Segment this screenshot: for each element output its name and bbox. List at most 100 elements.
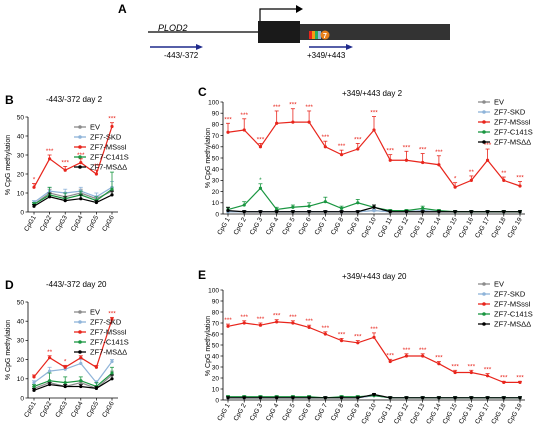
x-tick-label: CpG 16 bbox=[458, 216, 475, 239]
legend-marker bbox=[482, 312, 486, 316]
data-point bbox=[291, 396, 295, 400]
data-point bbox=[421, 354, 425, 358]
significance-label: ** bbox=[469, 169, 475, 176]
data-point bbox=[242, 396, 246, 400]
significance-label: *** bbox=[370, 110, 378, 117]
data-point bbox=[469, 178, 473, 182]
data-point bbox=[339, 210, 344, 214]
data-point bbox=[518, 184, 522, 188]
data-point bbox=[485, 210, 490, 214]
significance-label: *** bbox=[354, 136, 362, 143]
series-zf7-ms- bbox=[32, 190, 114, 208]
x-tick-label: CpG 11 bbox=[377, 216, 394, 239]
data-point bbox=[437, 210, 441, 214]
legend-marker bbox=[78, 340, 82, 344]
y-tick-label: 50 bbox=[17, 299, 25, 306]
significance-label: *** bbox=[484, 367, 492, 374]
significance-label: *** bbox=[403, 347, 411, 354]
data-point bbox=[275, 121, 279, 125]
significance-label: *** bbox=[108, 116, 116, 123]
x-tick-label: CpG 9 bbox=[346, 216, 362, 236]
data-point bbox=[48, 157, 52, 161]
x-tick-label: CpG 10 bbox=[360, 402, 377, 425]
significance-label: *** bbox=[273, 313, 281, 320]
legend-marker bbox=[78, 145, 82, 149]
data-point bbox=[79, 361, 83, 366]
x-tick-label: CpG 1 bbox=[216, 402, 232, 422]
data-point bbox=[485, 396, 490, 400]
series-zf7-c141s bbox=[226, 183, 522, 214]
y-tick-label: 0 bbox=[20, 209, 24, 216]
data-point bbox=[32, 384, 36, 389]
significance-label: * bbox=[259, 177, 262, 184]
significance-label: ** bbox=[47, 349, 53, 356]
data-point bbox=[32, 388, 36, 392]
y-tick-label: 10 bbox=[212, 200, 220, 207]
legend-marker bbox=[482, 130, 486, 134]
x-tick-label: CpG 3 bbox=[249, 402, 265, 422]
y-tick-label: 80 bbox=[212, 122, 220, 129]
chart-title: +349/+443 day 20 bbox=[342, 272, 407, 281]
x-tick-label: CpG 6 bbox=[297, 216, 313, 236]
data-point bbox=[226, 324, 230, 328]
data-point bbox=[502, 396, 506, 400]
significance-label: *** bbox=[516, 374, 524, 381]
significance-label: *** bbox=[257, 316, 265, 323]
data-point bbox=[110, 377, 114, 381]
significance-label: *** bbox=[257, 136, 265, 143]
data-point bbox=[356, 201, 360, 205]
x-tick-label: CpG3 bbox=[54, 214, 69, 233]
region1-label: -443/-372 bbox=[164, 51, 199, 60]
data-point bbox=[356, 341, 360, 345]
data-point bbox=[421, 396, 425, 400]
series-line bbox=[33, 190, 113, 205]
y-tick-label: 30 bbox=[212, 364, 220, 371]
significance-label: *** bbox=[322, 325, 330, 332]
x-tick-label: CpG 3 bbox=[249, 216, 265, 236]
significance-label: * bbox=[33, 177, 36, 184]
series-zf7-ms- bbox=[226, 392, 522, 400]
zf-binding-marker: 7 bbox=[309, 30, 330, 40]
legend-entry: ZF7-MSssI bbox=[494, 300, 531, 309]
data-point bbox=[502, 210, 506, 214]
data-point bbox=[372, 335, 376, 339]
data-point bbox=[323, 396, 327, 400]
x-tick-label: CpG 15 bbox=[442, 216, 459, 239]
significance-label: *** bbox=[484, 142, 492, 149]
data-point bbox=[388, 210, 392, 214]
data-point bbox=[404, 158, 409, 162]
panel-a: A PLOD2 7 -443/-372 +349/+443 bbox=[118, 2, 450, 60]
significance-label: *** bbox=[500, 374, 508, 381]
x-tick-label: CpG 19 bbox=[506, 402, 523, 425]
chart-d: D -443/-372 day 20 % CpG methylation 0 10 20 3… bbox=[5, 278, 129, 419]
legend-entry: ZF7-MSΔΔ bbox=[494, 138, 531, 147]
x-tick-label: CpG2 bbox=[39, 214, 54, 233]
legend-entry: ZF7-MSssI bbox=[90, 328, 127, 337]
data-point bbox=[502, 178, 506, 182]
y-axis-label: % CpG methylation bbox=[5, 135, 12, 195]
y-tick-label: 20 bbox=[17, 357, 25, 364]
data-point bbox=[110, 317, 114, 321]
panel-letter: D bbox=[5, 278, 14, 292]
data-point bbox=[275, 320, 279, 324]
region2-arrow-icon bbox=[346, 44, 353, 50]
significance-label: *** bbox=[77, 152, 85, 159]
x-tick-label: CpG5 bbox=[86, 214, 101, 233]
data-point bbox=[404, 396, 409, 400]
legend-entry: ZF7-C141S bbox=[90, 153, 129, 162]
data-point bbox=[291, 205, 295, 209]
legend-entry: ZF7-C141S bbox=[494, 128, 533, 137]
data-point bbox=[110, 124, 114, 129]
data-point bbox=[63, 199, 67, 203]
data-point bbox=[307, 204, 311, 208]
x-tick-label: CpG 17 bbox=[474, 402, 491, 425]
data-point bbox=[469, 210, 473, 214]
panel-letter: E bbox=[198, 268, 206, 282]
data-point bbox=[388, 359, 392, 364]
significance-label: *** bbox=[289, 102, 297, 109]
data-point bbox=[242, 128, 246, 132]
significance-label: *** bbox=[354, 334, 362, 341]
data-point bbox=[453, 370, 457, 375]
data-point bbox=[421, 160, 425, 165]
y-tick-label: 0 bbox=[215, 211, 219, 218]
